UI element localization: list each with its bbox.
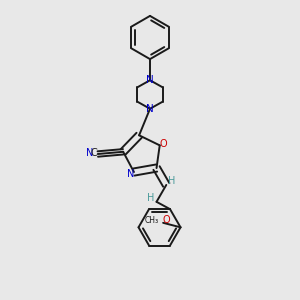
Text: CH₃: CH₃ [144,216,158,225]
Text: C: C [91,148,97,158]
Text: N: N [86,148,93,158]
Text: N: N [127,169,134,178]
Text: N: N [146,75,154,85]
Text: O: O [162,215,170,225]
Text: H: H [168,176,176,186]
Text: O: O [160,139,167,149]
Text: H: H [147,193,155,203]
Text: N: N [146,104,154,114]
